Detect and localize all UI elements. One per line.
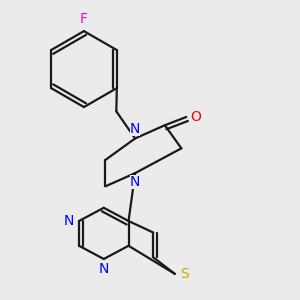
Text: N: N [99,262,109,276]
Text: O: O [190,110,201,124]
Text: S: S [180,267,188,281]
Text: N: N [63,214,74,228]
Text: N: N [130,176,140,189]
Text: F: F [80,12,88,26]
Text: N: N [130,122,140,136]
